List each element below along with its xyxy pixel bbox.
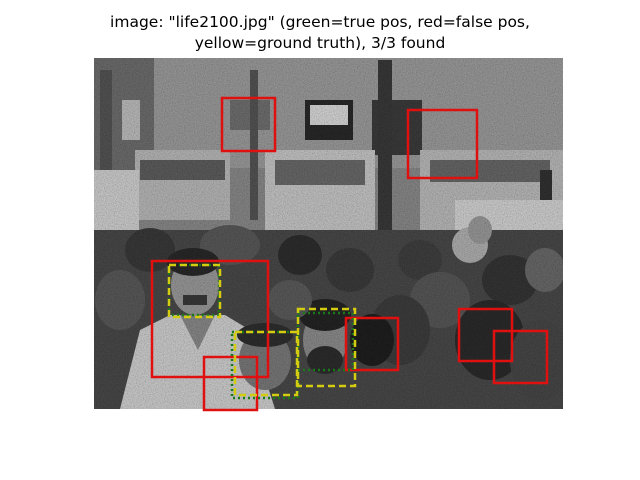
true-positive-box-2 — [230, 330, 300, 400]
ground-truth-box-1 — [167, 263, 222, 319]
crowd-photo — [94, 58, 563, 409]
false-positive-box-3 — [150, 259, 270, 379]
false-positive-box-5 — [344, 316, 400, 372]
figure-title-line-1: image: "life2100.jpg" (green=true pos, r… — [110, 13, 530, 31]
false-positive-box-2 — [406, 108, 479, 180]
false-positive-box-4 — [202, 355, 259, 412]
figure-title: image: "life2100.jpg" (green=true pos, r… — [0, 12, 640, 54]
false-positive-boxes — [150, 96, 549, 412]
false-positive-box-1 — [220, 96, 277, 153]
ground-truth-boxes — [167, 263, 357, 397]
false-positive-box-7 — [492, 329, 549, 385]
figure-title-line-2: yellow=ground truth), 3/3 found — [194, 34, 446, 52]
false-positive-box-6 — [457, 307, 514, 363]
ground-truth-box-3 — [296, 307, 357, 388]
